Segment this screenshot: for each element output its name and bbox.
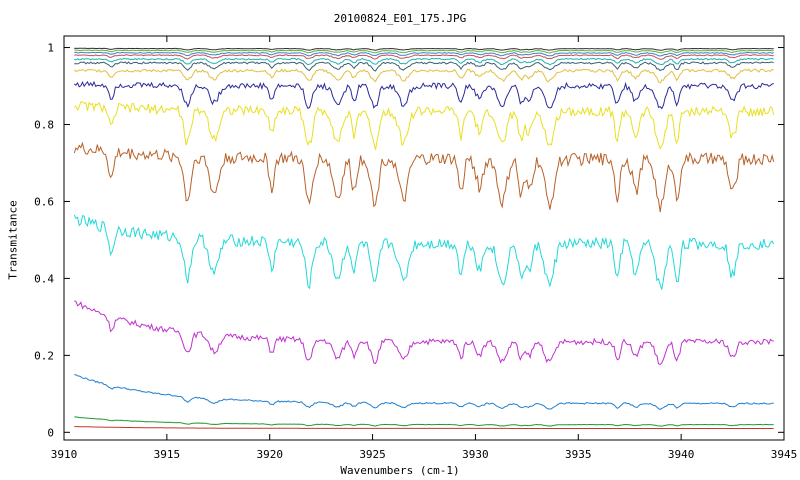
series-layer (73, 47, 775, 429)
plot-frame (63, 35, 785, 441)
series-line-12 (74, 54, 774, 60)
y-tick-label: 0.6 (34, 195, 54, 208)
series-line-4 (74, 300, 774, 365)
y-tick-label: 0.2 (34, 349, 54, 362)
x-tick-label: 3940 (668, 448, 695, 461)
series-line-6 (73, 141, 775, 213)
series-line-1 (74, 426, 774, 429)
x-tick-label: 3935 (565, 448, 592, 461)
series-line-7 (74, 101, 775, 150)
series-line-9 (73, 68, 774, 84)
series-line-10 (74, 61, 774, 72)
x-tick-label: 3925 (359, 448, 386, 461)
series-line-14 (74, 49, 774, 54)
series-line-13 (74, 51, 774, 57)
x-tick-label: 3920 (256, 448, 283, 461)
series-line-2 (74, 416, 774, 427)
series-line-3 (74, 374, 774, 411)
series-line-11 (74, 57, 774, 66)
x-tick-label: 3915 (154, 448, 181, 461)
y-tick-label: 0.8 (34, 118, 54, 131)
x-tick-label: 3945 (771, 448, 798, 461)
chart-title: 20100824_E01_175.JPG (333, 12, 467, 25)
series-line-5 (73, 214, 775, 290)
y-tick-label: 1 (47, 42, 54, 55)
y-tick-label: 0.4 (34, 272, 54, 285)
x-tick-label: 3930 (462, 448, 489, 461)
series-line-15 (74, 47, 774, 51)
x-axis-label: Wavenumbers (cm-1) (340, 464, 460, 477)
axes-layer: 3910 3915 3920 3925 3930 3935 3940 3945 0 0.2 0.4 0… (34, 35, 798, 461)
y-tick-label: 0 (47, 426, 54, 439)
series-line-8 (73, 80, 774, 110)
x-tick-label: 3910 (51, 448, 78, 461)
